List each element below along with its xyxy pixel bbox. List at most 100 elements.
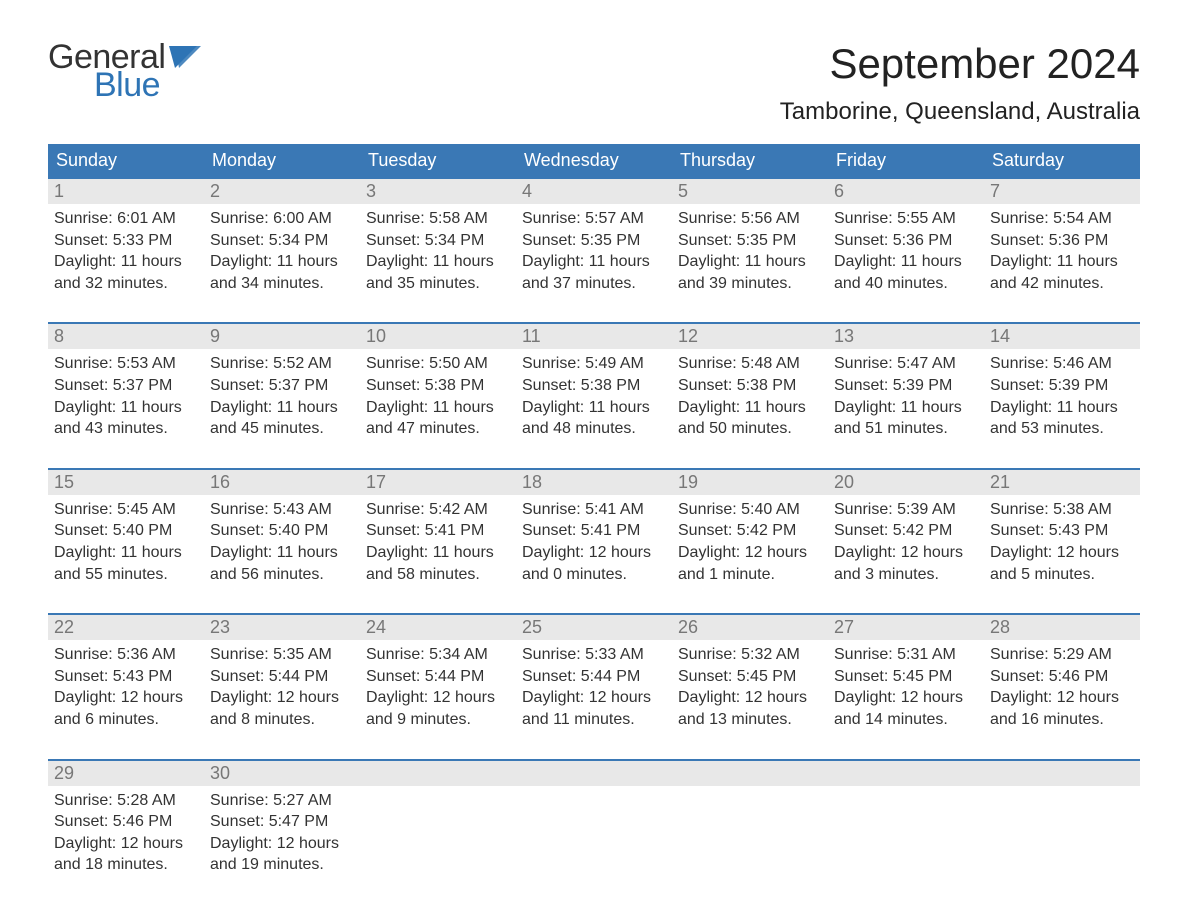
calendar-day: 29Sunrise: 5:28 AMSunset: 5:46 PMDayligh…: [48, 761, 204, 880]
day-dl1: Daylight: 11 hours: [990, 251, 1134, 273]
day-sunrise: Sunrise: 5:39 AM: [834, 499, 978, 521]
day-dl2: and 47 minutes.: [366, 418, 510, 440]
calendar-day: 16Sunrise: 5:43 AMSunset: 5:40 PMDayligh…: [204, 470, 360, 589]
day-number: .: [516, 761, 672, 786]
day-sunset: Sunset: 5:33 PM: [54, 230, 198, 252]
day-number: 22: [48, 615, 204, 640]
day-sunset: Sunset: 5:39 PM: [990, 375, 1134, 397]
calendar-day: 15Sunrise: 5:45 AMSunset: 5:40 PMDayligh…: [48, 470, 204, 589]
calendar-day: 14Sunrise: 5:46 AMSunset: 5:39 PMDayligh…: [984, 324, 1140, 443]
day-sunrise: Sunrise: 5:46 AM: [990, 353, 1134, 375]
day-dl1: Daylight: 11 hours: [210, 542, 354, 564]
day-number: 5: [672, 179, 828, 204]
day-dl2: and 34 minutes.: [210, 273, 354, 295]
day-number: 29: [48, 761, 204, 786]
day-sunrise: Sunrise: 5:45 AM: [54, 499, 198, 521]
day-dl2: and 3 minutes.: [834, 564, 978, 586]
day-dl2: and 45 minutes.: [210, 418, 354, 440]
day-dl1: Daylight: 11 hours: [990, 397, 1134, 419]
calendar-day: 23Sunrise: 5:35 AMSunset: 5:44 PMDayligh…: [204, 615, 360, 734]
day-dl1: Daylight: 12 hours: [522, 687, 666, 709]
week-row: 8Sunrise: 5:53 AMSunset: 5:37 PMDaylight…: [48, 322, 1140, 443]
day-body: Sunrise: 5:54 AMSunset: 5:36 PMDaylight:…: [984, 204, 1140, 298]
calendar-day: 25Sunrise: 5:33 AMSunset: 5:44 PMDayligh…: [516, 615, 672, 734]
day-body: Sunrise: 5:52 AMSunset: 5:37 PMDaylight:…: [204, 349, 360, 443]
day-number: 15: [48, 470, 204, 495]
day-sunrise: Sunrise: 5:57 AM: [522, 208, 666, 230]
day-sunset: Sunset: 5:44 PM: [210, 666, 354, 688]
logo-text-bottom: Blue: [94, 68, 201, 102]
day-sunrise: Sunrise: 5:49 AM: [522, 353, 666, 375]
calendar-day: 10Sunrise: 5:50 AMSunset: 5:38 PMDayligh…: [360, 324, 516, 443]
day-dl1: Daylight: 12 hours: [522, 542, 666, 564]
day-sunset: Sunset: 5:42 PM: [678, 520, 822, 542]
calendar-day: 12Sunrise: 5:48 AMSunset: 5:38 PMDayligh…: [672, 324, 828, 443]
day-dl1: Daylight: 12 hours: [990, 542, 1134, 564]
calendar-day: 11Sunrise: 5:49 AMSunset: 5:38 PMDayligh…: [516, 324, 672, 443]
calendar-day: 26Sunrise: 5:32 AMSunset: 5:45 PMDayligh…: [672, 615, 828, 734]
day-body: Sunrise: 5:29 AMSunset: 5:46 PMDaylight:…: [984, 640, 1140, 734]
day-number: 30: [204, 761, 360, 786]
day-number: .: [360, 761, 516, 786]
calendar-day: 7Sunrise: 5:54 AMSunset: 5:36 PMDaylight…: [984, 179, 1140, 298]
day-number: 1: [48, 179, 204, 204]
day-sunrise: Sunrise: 5:50 AM: [366, 353, 510, 375]
calendar-day: 18Sunrise: 5:41 AMSunset: 5:41 PMDayligh…: [516, 470, 672, 589]
day-dl1: Daylight: 11 hours: [54, 542, 198, 564]
day-sunrise: Sunrise: 6:01 AM: [54, 208, 198, 230]
day-dl2: and 55 minutes.: [54, 564, 198, 586]
day-body: Sunrise: 6:00 AMSunset: 5:34 PMDaylight:…: [204, 204, 360, 298]
day-body: Sunrise: 5:41 AMSunset: 5:41 PMDaylight:…: [516, 495, 672, 589]
day-body: Sunrise: 6:01 AMSunset: 5:33 PMDaylight:…: [48, 204, 204, 298]
day-number: 23: [204, 615, 360, 640]
day-dl1: Daylight: 11 hours: [678, 251, 822, 273]
day-sunrise: Sunrise: 6:00 AM: [210, 208, 354, 230]
day-sunrise: Sunrise: 5:52 AM: [210, 353, 354, 375]
day-dl1: Daylight: 12 hours: [678, 687, 822, 709]
day-sunset: Sunset: 5:35 PM: [522, 230, 666, 252]
day-number: 24: [360, 615, 516, 640]
day-body: Sunrise: 5:43 AMSunset: 5:40 PMDaylight:…: [204, 495, 360, 589]
day-body: Sunrise: 5:38 AMSunset: 5:43 PMDaylight:…: [984, 495, 1140, 589]
day-body: Sunrise: 5:45 AMSunset: 5:40 PMDaylight:…: [48, 495, 204, 589]
day-sunset: Sunset: 5:40 PM: [54, 520, 198, 542]
day-sunset: Sunset: 5:34 PM: [366, 230, 510, 252]
flag-icon: [169, 46, 201, 68]
day-dl2: and 51 minutes.: [834, 418, 978, 440]
week-row: 1Sunrise: 6:01 AMSunset: 5:33 PMDaylight…: [48, 177, 1140, 298]
day-sunrise: Sunrise: 5:40 AM: [678, 499, 822, 521]
day-dl2: and 42 minutes.: [990, 273, 1134, 295]
day-number: 13: [828, 324, 984, 349]
weekday-header: Tuesday: [360, 144, 516, 177]
day-dl2: and 39 minutes.: [678, 273, 822, 295]
day-sunrise: Sunrise: 5:41 AM: [522, 499, 666, 521]
day-dl1: Daylight: 12 hours: [54, 687, 198, 709]
week-row: 15Sunrise: 5:45 AMSunset: 5:40 PMDayligh…: [48, 468, 1140, 589]
calendar-day: 20Sunrise: 5:39 AMSunset: 5:42 PMDayligh…: [828, 470, 984, 589]
day-dl2: and 58 minutes.: [366, 564, 510, 586]
day-dl2: and 35 minutes.: [366, 273, 510, 295]
day-dl1: Daylight: 11 hours: [366, 542, 510, 564]
day-number: .: [672, 761, 828, 786]
day-dl1: Daylight: 11 hours: [834, 397, 978, 419]
day-number: 10: [360, 324, 516, 349]
day-number: 17: [360, 470, 516, 495]
day-dl1: Daylight: 11 hours: [522, 397, 666, 419]
day-dl2: and 14 minutes.: [834, 709, 978, 731]
calendar-day: 13Sunrise: 5:47 AMSunset: 5:39 PMDayligh…: [828, 324, 984, 443]
day-dl1: Daylight: 12 hours: [210, 687, 354, 709]
day-sunset: Sunset: 5:38 PM: [678, 375, 822, 397]
day-sunset: Sunset: 5:34 PM: [210, 230, 354, 252]
logo: General Blue: [48, 40, 201, 102]
day-sunset: Sunset: 5:43 PM: [990, 520, 1134, 542]
day-number: 19: [672, 470, 828, 495]
calendar-day: 30Sunrise: 5:27 AMSunset: 5:47 PMDayligh…: [204, 761, 360, 880]
day-dl2: and 18 minutes.: [54, 854, 198, 876]
day-body: Sunrise: 5:34 AMSunset: 5:44 PMDaylight:…: [360, 640, 516, 734]
day-sunrise: Sunrise: 5:55 AM: [834, 208, 978, 230]
day-body: Sunrise: 5:58 AMSunset: 5:34 PMDaylight:…: [360, 204, 516, 298]
day-sunrise: Sunrise: 5:27 AM: [210, 790, 354, 812]
day-body: Sunrise: 5:46 AMSunset: 5:39 PMDaylight:…: [984, 349, 1140, 443]
day-dl1: Daylight: 11 hours: [366, 251, 510, 273]
day-number: 8: [48, 324, 204, 349]
